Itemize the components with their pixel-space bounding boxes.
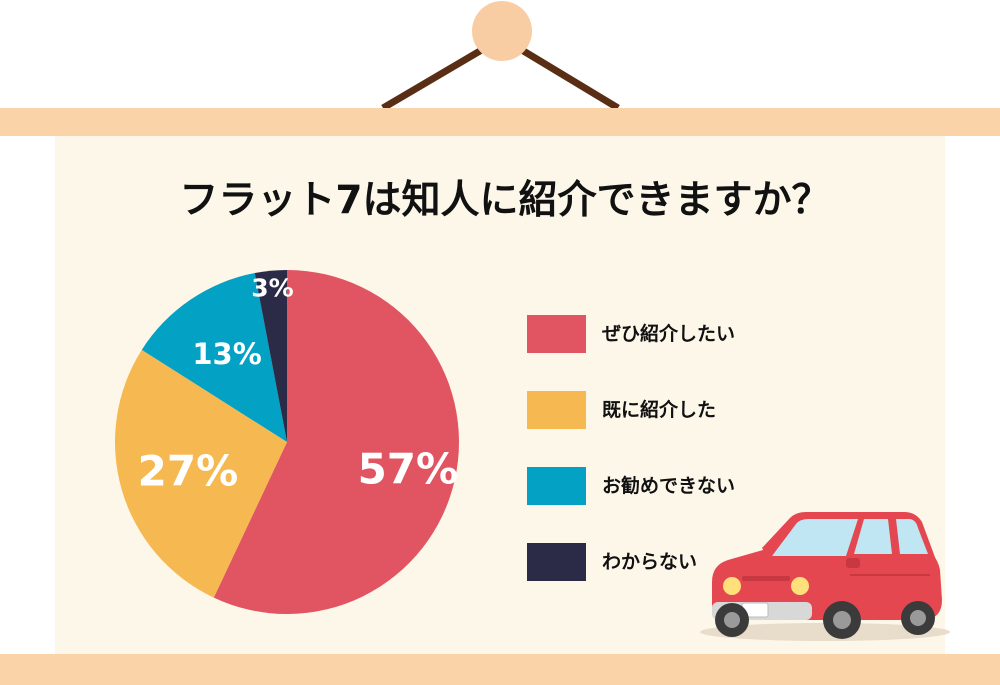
top-scroll-rod	[0, 108, 1000, 136]
legend-label-4: わからない	[602, 551, 697, 573]
pie-slice-3	[141, 273, 287, 442]
pie-slice-label-2: 27%	[138, 446, 239, 495]
round-hook-icon	[472, 1, 532, 61]
legend-label-2: 既に紹介した	[602, 398, 716, 421]
red-car-icon	[700, 512, 950, 641]
pie-slice-label-1: 57%	[358, 445, 459, 494]
pie-slice-label-3: 13%	[192, 337, 261, 371]
legend-swatch-4	[527, 543, 586, 581]
pie-slice-label-4: 3%	[251, 273, 293, 302]
chart-title: フラット7は知人に紹介できますか？	[179, 178, 830, 223]
pie-slice-1	[213, 270, 460, 614]
legend-label-1: ぜひ紹介したい	[602, 322, 735, 345]
pie-labels: 57% 27% 13% 3%	[138, 273, 458, 495]
pie-chart	[115, 270, 460, 614]
legend-swatch-3	[527, 467, 586, 505]
pie-slice-2	[115, 349, 287, 598]
pie-slice-4	[254, 270, 287, 442]
legend-swatch-2	[527, 391, 586, 429]
bottom-scroll-rod	[0, 654, 1000, 685]
legend-swatch-1	[527, 315, 586, 353]
legend-label-3: お勧めできない	[602, 474, 735, 497]
